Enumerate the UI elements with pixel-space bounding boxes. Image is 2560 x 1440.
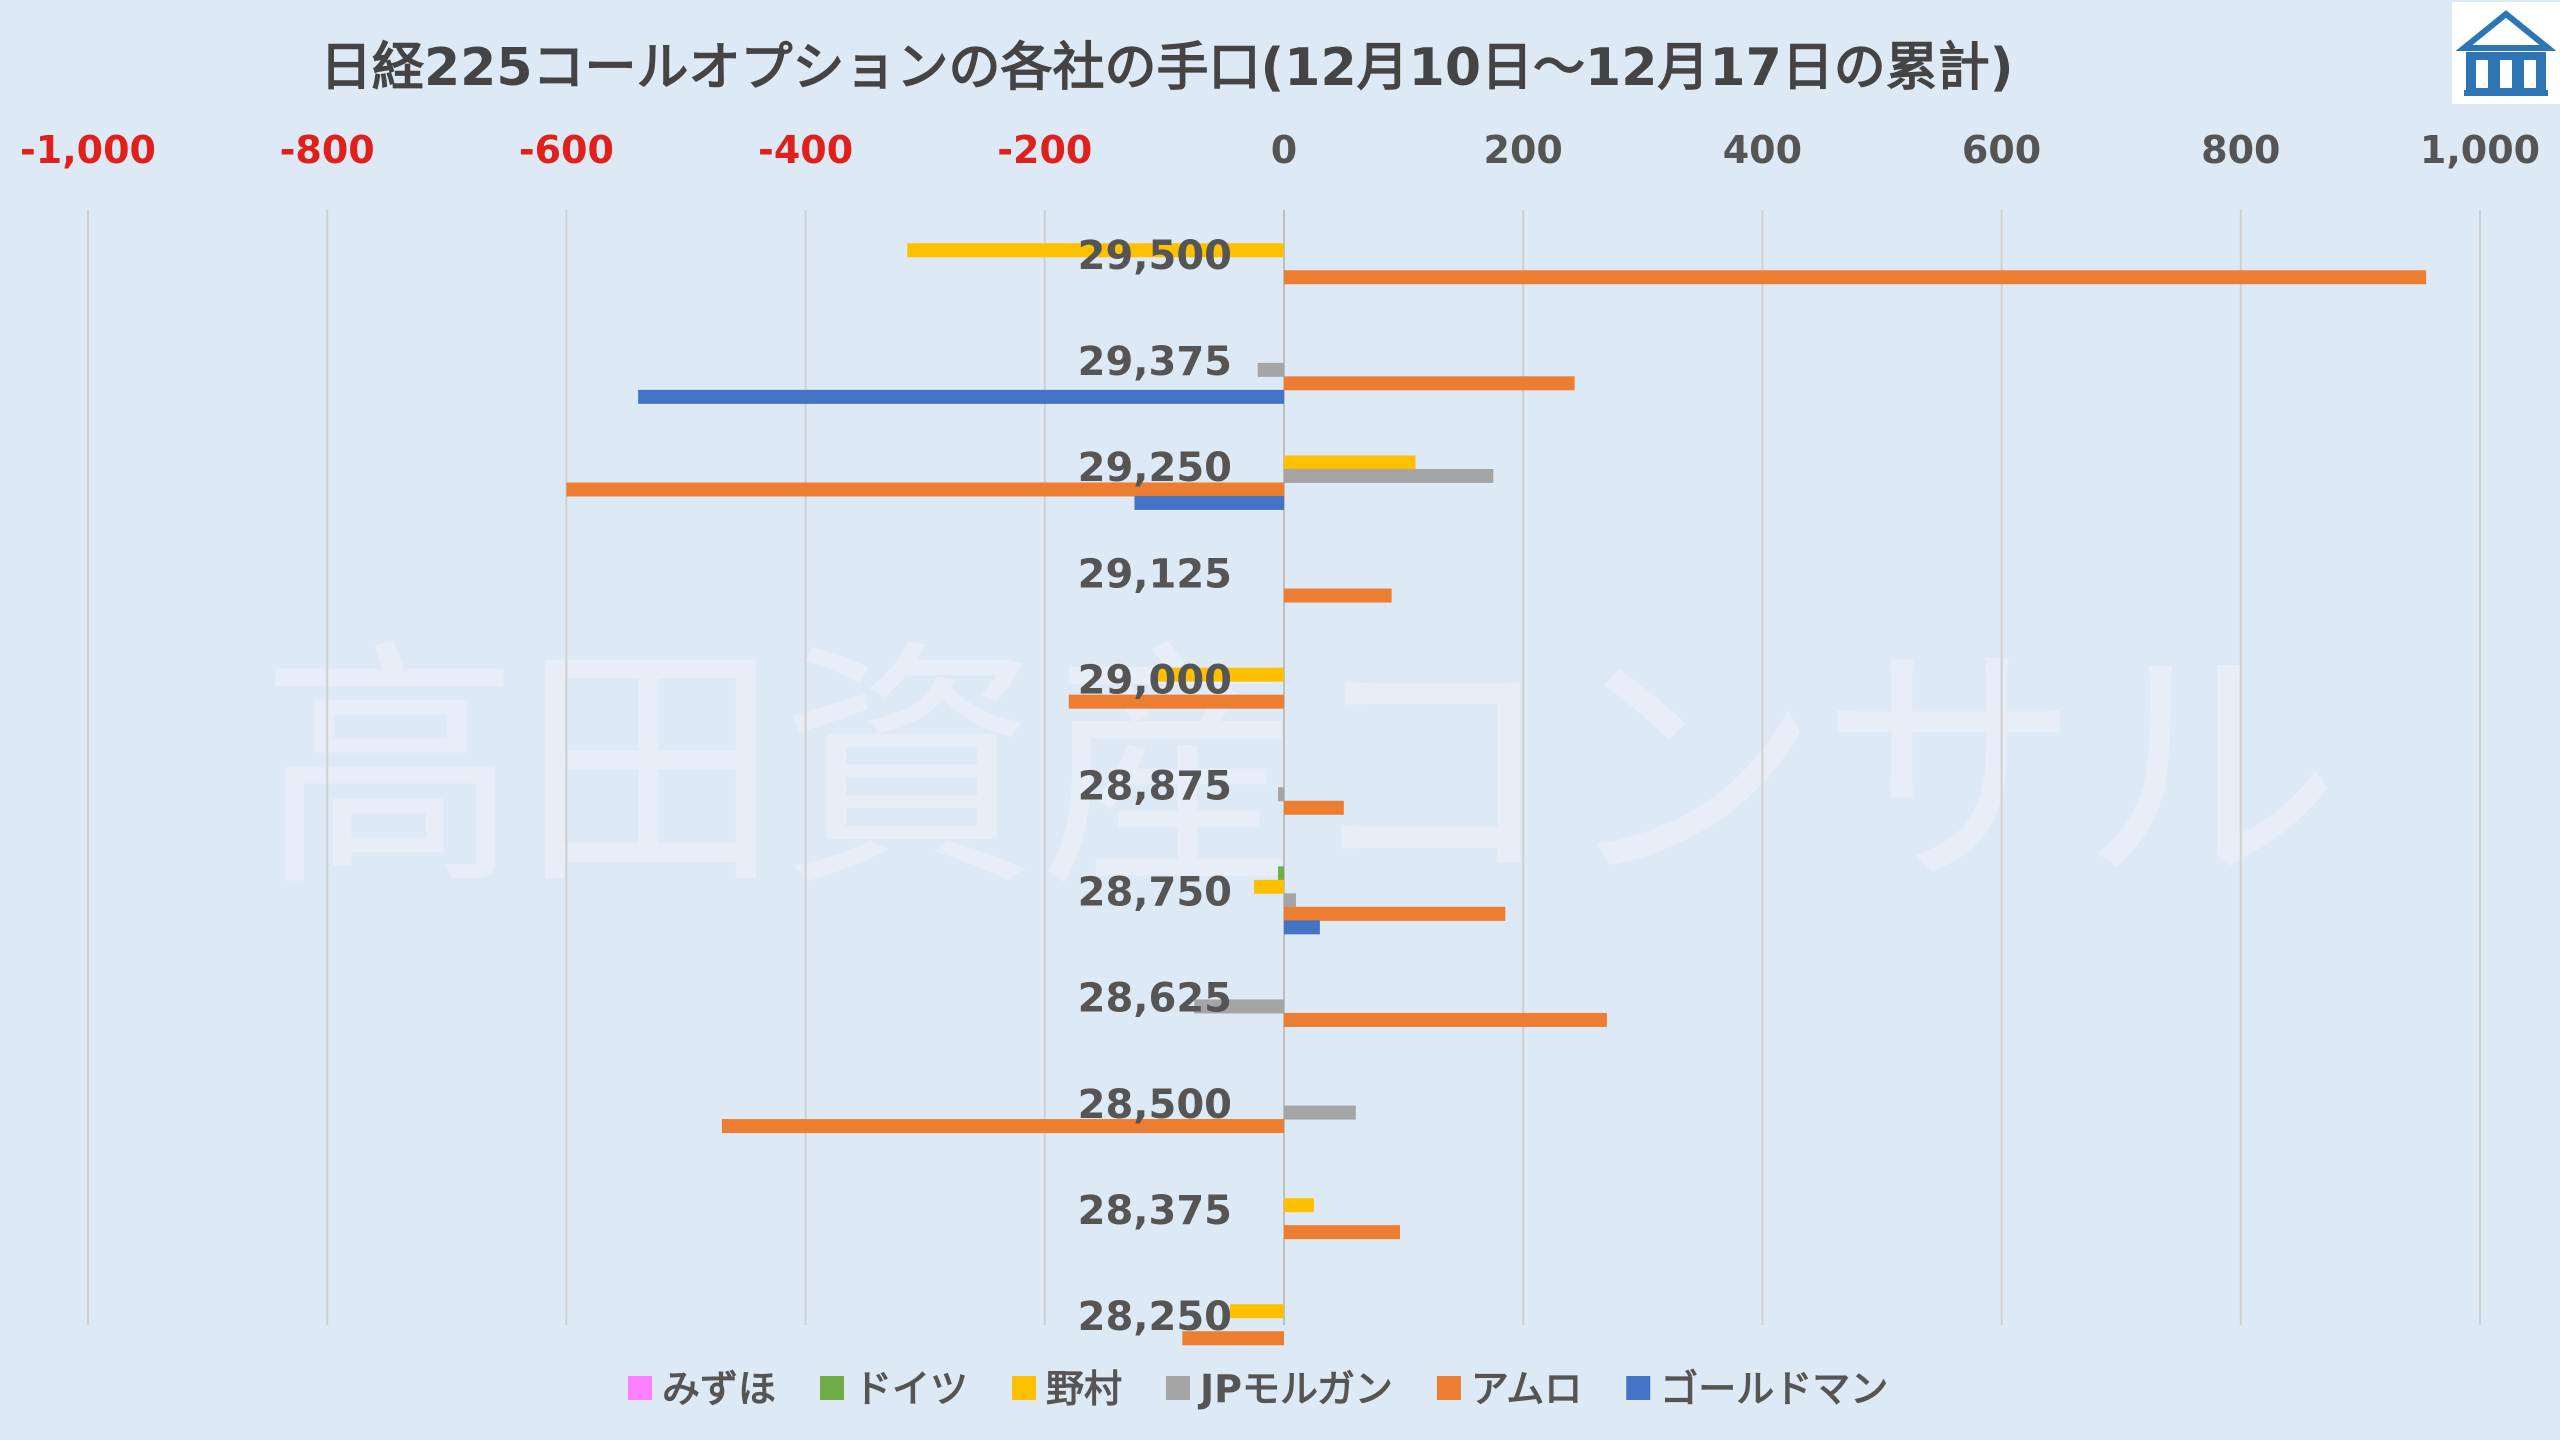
watermark: 高田資産コンサル xyxy=(260,620,2340,922)
category-label: 28,875 xyxy=(1078,764,1232,810)
bar xyxy=(1284,468,1494,483)
legend-swatch xyxy=(1626,1376,1651,1400)
bar xyxy=(1284,270,2427,285)
chart-title: 日経225コールオプションの各社の手口(12月10日～12月17日の累計) xyxy=(320,38,2014,98)
bar xyxy=(1194,999,1284,1014)
category-label: 29,000 xyxy=(1078,657,1232,703)
category-label: 28,375 xyxy=(1078,1188,1232,1234)
bar xyxy=(638,389,1284,404)
category-label: 29,375 xyxy=(1078,339,1232,385)
bar xyxy=(1230,1304,1284,1319)
bar xyxy=(1284,588,1392,603)
bar xyxy=(1284,906,1506,921)
legend-swatch xyxy=(1012,1376,1037,1400)
legend-label: アムロ xyxy=(1471,1367,1582,1411)
category-label: 29,125 xyxy=(1078,551,1232,597)
legend-label: ドイツ xyxy=(854,1367,968,1411)
bar xyxy=(1284,920,1320,935)
bar xyxy=(1284,1012,1607,1027)
x-tick-label: -1,000 xyxy=(20,128,156,172)
legend-label: JPモルガン xyxy=(1197,1367,1393,1411)
category-labels: 29,500 29,375 29,250 29,125 29,000 28,875 28,7… xyxy=(1078,233,1232,1340)
category-label: 28,750 xyxy=(1078,870,1232,916)
bar xyxy=(1182,1331,1284,1346)
bar xyxy=(1284,1225,1401,1240)
bar xyxy=(1134,495,1284,510)
x-tick-label: 800 xyxy=(2201,128,2280,172)
building-roof-logo-icon xyxy=(2455,10,2557,96)
category-label: 28,625 xyxy=(1078,976,1232,1022)
bar xyxy=(1284,893,1296,908)
legend: みずほ ドイツ 野村 JPモルガン アムロ ゴールドマン xyxy=(628,1367,1888,1411)
x-tick-label: -400 xyxy=(758,128,853,172)
legend-label: 野村 xyxy=(1046,1367,1122,1411)
bar xyxy=(1278,787,1284,802)
legend-swatch xyxy=(820,1376,845,1400)
bar xyxy=(1284,1105,1356,1120)
bar xyxy=(721,1119,1284,1134)
bars xyxy=(566,243,2427,1346)
x-tick-label: 200 xyxy=(1484,128,1563,172)
bar xyxy=(1284,800,1344,815)
bar xyxy=(1278,866,1284,881)
legend-swatch xyxy=(1166,1376,1191,1400)
bar xyxy=(1257,362,1284,377)
legend-swatch xyxy=(1436,1376,1461,1400)
bar xyxy=(1284,1198,1314,1213)
bar xyxy=(1284,376,1575,391)
bar xyxy=(907,243,1284,258)
x-axis-ticks: -1,000 -800 -600 -400 -200 0 200 400 600 800 1,000 xyxy=(20,128,2540,172)
legend-label: みずほ xyxy=(662,1367,776,1411)
category-label: 28,250 xyxy=(1078,1294,1232,1340)
bar xyxy=(1254,879,1284,894)
bar xyxy=(1152,667,1284,682)
x-tick-label: -200 xyxy=(997,128,1092,172)
category-label: 28,500 xyxy=(1078,1082,1232,1128)
logo xyxy=(2452,2,2560,104)
legend-label: ゴールドマン xyxy=(1660,1367,1888,1411)
x-tick-label: -800 xyxy=(280,128,375,172)
legend-swatch xyxy=(628,1376,652,1400)
bar xyxy=(1284,455,1416,470)
x-tick-label: 0 xyxy=(1271,128,1297,172)
x-tick-label: 600 xyxy=(1962,128,2041,172)
x-tick-label: -600 xyxy=(519,128,614,172)
x-tick-label: 400 xyxy=(1723,128,1802,172)
x-tick-label: 1,000 xyxy=(2420,128,2540,172)
category-label: 29,250 xyxy=(1078,445,1232,491)
bar xyxy=(566,482,1284,497)
bar xyxy=(1068,694,1284,709)
category-label: 29,500 xyxy=(1078,233,1232,279)
